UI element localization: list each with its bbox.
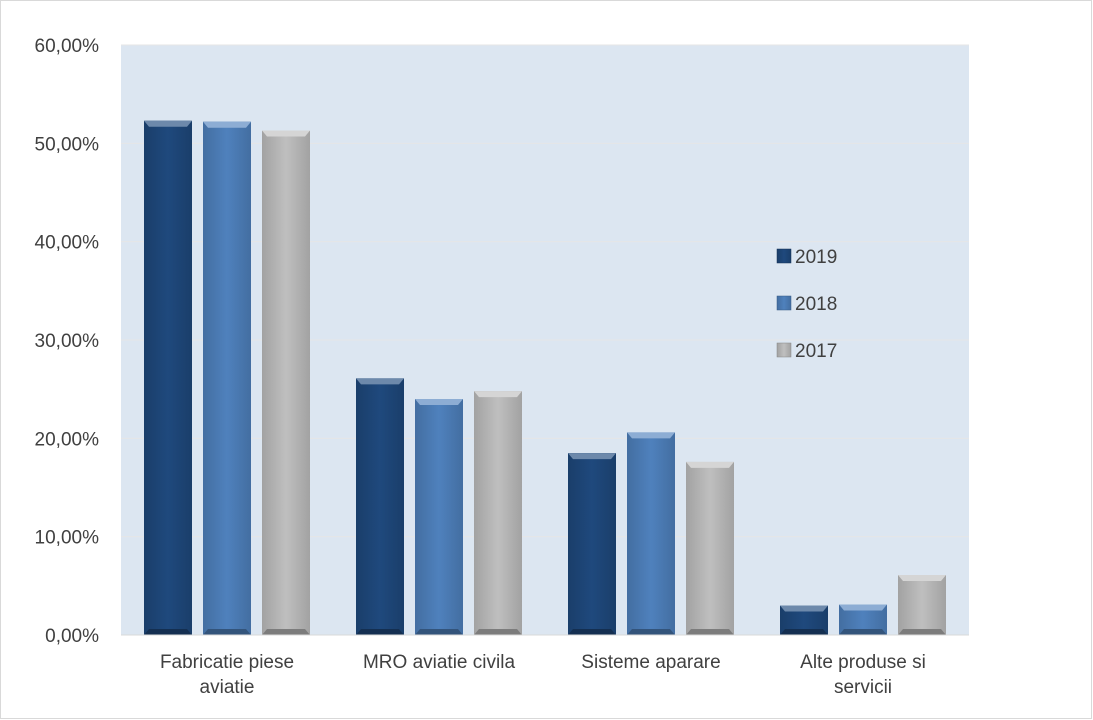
bar-2019 bbox=[144, 120, 192, 635]
legend-swatch bbox=[776, 248, 792, 264]
y-axis-tick-labels: 0,00% 10,00% 20,00% 30,00% 40,00% 50,00% 60,00… bbox=[35, 36, 100, 647]
x-axis-category-labels: Fabricatie piese aviatie MRO aviatie civil… bbox=[160, 652, 926, 698]
bar-2017 bbox=[262, 130, 310, 636]
y-tick-label: 10,00% bbox=[35, 528, 100, 549]
legend-item-2018: 2018 bbox=[776, 294, 837, 315]
bars bbox=[144, 120, 946, 636]
legend-swatch bbox=[776, 342, 792, 358]
legend-label: 2017 bbox=[795, 341, 837, 362]
bar-2019 bbox=[780, 605, 828, 635]
y-tick-label: 60,00% bbox=[35, 36, 100, 57]
y-tick-label: 40,00% bbox=[35, 233, 100, 254]
bar-2018 bbox=[839, 604, 887, 635]
legend-item-2019: 2019 bbox=[776, 247, 837, 268]
legend-swatch bbox=[776, 295, 792, 311]
bar-2017 bbox=[474, 391, 522, 635]
x-category-label: Fabricatie piese aviatie bbox=[160, 652, 294, 698]
y-tick-label: 20,00% bbox=[35, 429, 100, 450]
x-category-label: MRO aviatie civila bbox=[363, 652, 515, 673]
x-category-label: Sisteme aparare bbox=[581, 652, 720, 673]
legend-item-2017: 2017 bbox=[776, 341, 837, 362]
y-tick-label: 0,00% bbox=[45, 626, 99, 647]
y-tick-label: 30,00% bbox=[35, 331, 100, 352]
bar-2017 bbox=[898, 575, 946, 635]
bar-2018 bbox=[203, 121, 251, 635]
y-tick-label: 50,00% bbox=[35, 134, 100, 155]
bar-2019 bbox=[356, 378, 404, 635]
legend: 2019 2018 2017 bbox=[776, 247, 837, 362]
bar-2019 bbox=[568, 453, 616, 635]
legend-label: 2019 bbox=[795, 247, 837, 268]
bar-2018 bbox=[415, 399, 463, 635]
x-category-label: Alte produse si servicii bbox=[800, 652, 926, 698]
legend-label: 2018 bbox=[795, 294, 837, 315]
bar-2018 bbox=[627, 432, 675, 635]
bar-2017 bbox=[686, 461, 734, 635]
